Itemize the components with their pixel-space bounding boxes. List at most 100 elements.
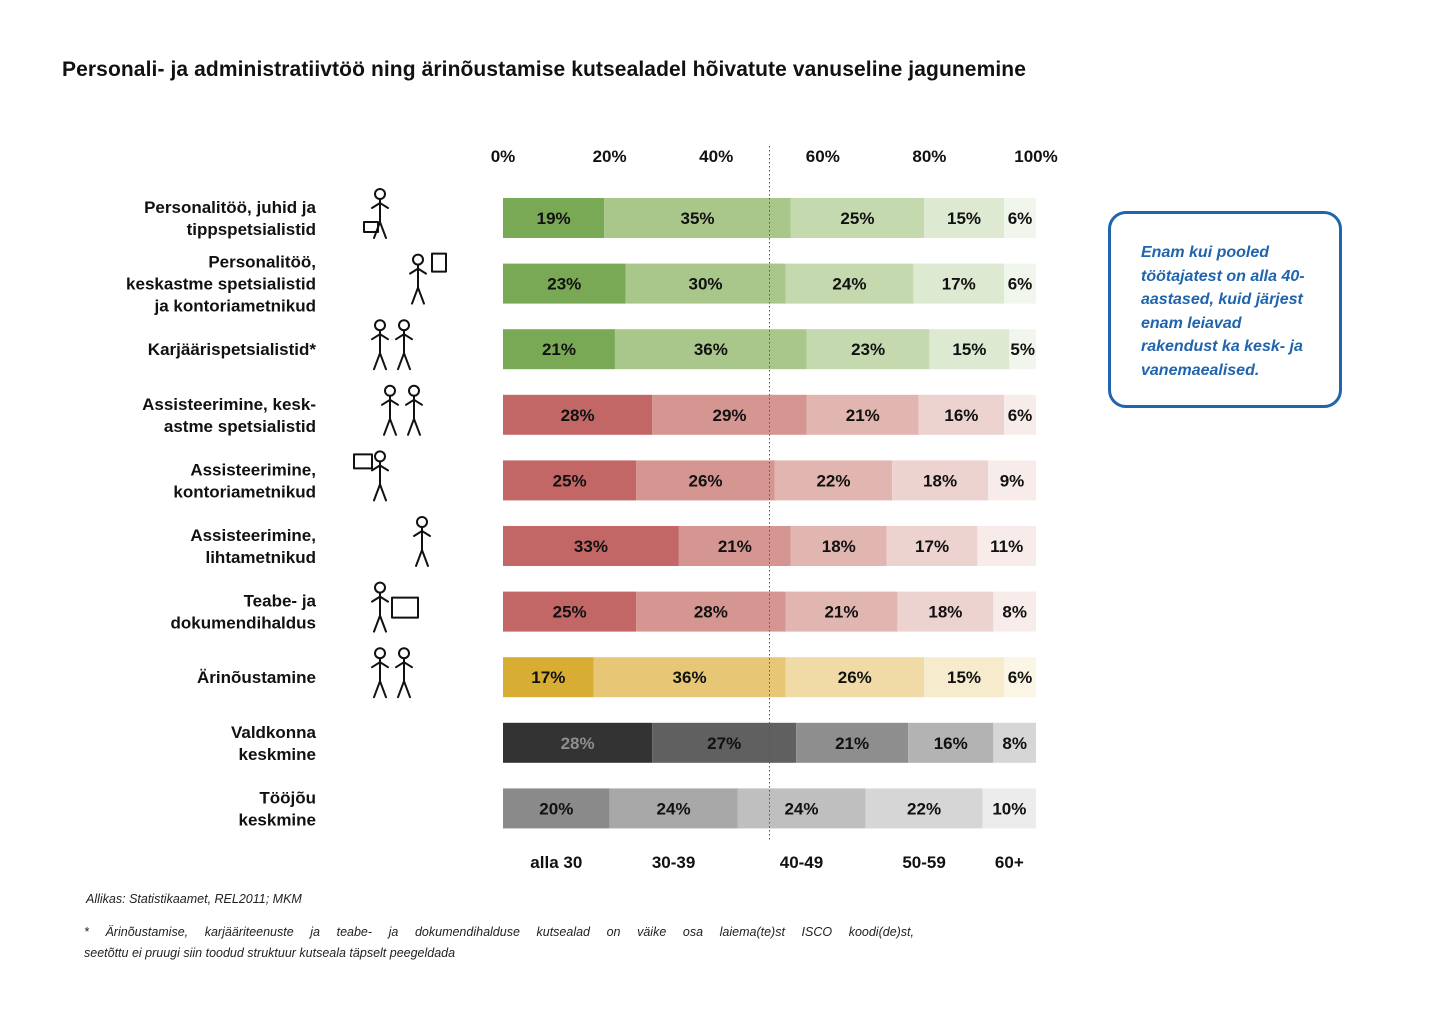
- bar-segment: [897, 591, 994, 632]
- bar-segment: [1004, 394, 1036, 435]
- category-label: keskmine: [239, 745, 317, 764]
- bar-segment: [652, 722, 797, 763]
- bar-segment: [892, 460, 989, 501]
- chart-title: Personali- ja administratiivtöö ning äri…: [62, 58, 1026, 81]
- age-group-label: 30-39: [652, 853, 695, 872]
- data-label: 27%: [707, 734, 741, 753]
- data-label: 17%: [942, 275, 976, 294]
- data-label: 16%: [944, 406, 978, 425]
- data-label: 25%: [553, 471, 587, 490]
- data-label: 28%: [561, 734, 595, 753]
- bar-segment: [1004, 198, 1036, 238]
- secure-computer-person-icon: [371, 581, 419, 633]
- assistant-pointing-icon: [381, 384, 423, 436]
- data-label: 18%: [928, 603, 962, 622]
- bar-segment: [1009, 329, 1036, 370]
- data-label: 33%: [574, 537, 608, 556]
- data-label: 18%: [923, 471, 957, 490]
- data-label: 23%: [547, 275, 581, 294]
- data-label: 21%: [542, 340, 576, 359]
- category-label: Assisteerimine, kesk-: [142, 395, 316, 414]
- bar-segment: [614, 329, 807, 370]
- data-label: 6%: [1008, 668, 1033, 687]
- category-label: Assisteerimine,: [190, 526, 316, 545]
- bar-segment: [625, 263, 786, 304]
- bar-segment: [806, 329, 930, 370]
- bar-segment: [924, 198, 1005, 238]
- category-label: keskmine: [239, 810, 317, 829]
- data-label: 26%: [838, 668, 872, 687]
- data-label: 35%: [681, 209, 715, 228]
- bar-segment: [737, 788, 866, 829]
- bar-segment: [678, 526, 791, 566]
- data-label: 16%: [934, 734, 968, 753]
- two-people-icon: [371, 319, 413, 371]
- bar-segment: [993, 722, 1036, 763]
- bar-segment: [886, 526, 978, 566]
- data-label: 26%: [689, 471, 723, 490]
- data-label: 15%: [947, 209, 981, 228]
- office-printer-person-icon: [353, 450, 389, 502]
- data-label: 19%: [537, 209, 571, 228]
- bar-segment: [503, 329, 615, 370]
- bar-segment: [908, 722, 994, 763]
- bar-segment: [593, 657, 786, 698]
- bar-segment: [503, 198, 605, 238]
- bar-segment: [918, 394, 1005, 435]
- bar-segment: [503, 722, 653, 763]
- data-label: 25%: [840, 209, 874, 228]
- data-label: 24%: [657, 799, 691, 818]
- age-group-label: 60+: [995, 853, 1024, 872]
- data-label: 10%: [992, 799, 1026, 818]
- data-label: 24%: [832, 275, 866, 294]
- data-label: 9%: [1000, 471, 1025, 490]
- data-label: 21%: [718, 537, 752, 556]
- business-consulting-icon: [371, 647, 413, 699]
- data-label: 15%: [947, 668, 981, 687]
- data-label: 17%: [531, 668, 565, 687]
- bar-segment: [982, 788, 1036, 829]
- x-tick-label: 80%: [912, 147, 946, 166]
- category-label: Valdkonna: [231, 723, 317, 742]
- age-group-label: 40-49: [780, 853, 823, 872]
- bar-segment: [796, 722, 909, 763]
- data-label: 15%: [952, 340, 986, 359]
- callout-text: Enam kui pooled töötajatest on alla 40-a…: [1141, 244, 1305, 379]
- bar-segment: [1004, 657, 1036, 698]
- data-label: 11%: [990, 537, 1023, 556]
- data-label: 25%: [553, 603, 587, 622]
- data-label: 8%: [1002, 603, 1027, 622]
- bar-segment: [652, 394, 807, 435]
- data-label: 24%: [784, 799, 818, 818]
- data-label: 36%: [694, 340, 728, 359]
- category-label: dokumendihaldus: [171, 614, 316, 633]
- bar-segment: [636, 591, 786, 632]
- data-label: 6%: [1008, 209, 1033, 228]
- bar-segment: [790, 526, 887, 566]
- bar-segment: [503, 394, 653, 435]
- x-tick-label: 20%: [593, 147, 627, 166]
- data-label: 21%: [824, 603, 858, 622]
- data-label: 18%: [822, 537, 856, 556]
- data-label: 22%: [816, 471, 850, 490]
- bar-segment: [774, 460, 893, 501]
- category-label: kontoriametnikud: [173, 482, 316, 501]
- bar-segment: [503, 526, 679, 566]
- category-label: tippspetsialistid: [187, 220, 316, 239]
- clerk-woman-icon: [413, 516, 431, 567]
- bar-segment: [1004, 263, 1036, 304]
- bar-segment: [503, 591, 637, 632]
- bar-segment: [503, 460, 637, 501]
- bar-segment: [503, 657, 594, 698]
- data-label: 22%: [907, 799, 941, 818]
- data-label: 8%: [1002, 734, 1027, 753]
- data-label: 6%: [1008, 275, 1033, 294]
- data-label: 21%: [846, 406, 880, 425]
- bar-segment: [785, 591, 898, 632]
- x-tick-label: 60%: [806, 147, 840, 166]
- data-label: 36%: [673, 668, 707, 687]
- category-label: Teabe- ja: [244, 592, 317, 611]
- category-label: Karjäärispetsialistid*: [148, 340, 317, 359]
- category-label: keskastme spetsialistid: [126, 275, 316, 294]
